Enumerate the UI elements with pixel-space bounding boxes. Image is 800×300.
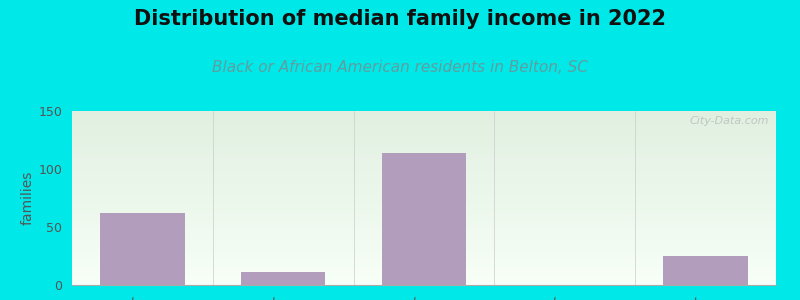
Bar bbox=[663, 256, 748, 285]
Y-axis label: families: families bbox=[20, 171, 34, 225]
Text: City-Data.com: City-Data.com bbox=[690, 116, 769, 126]
Bar bbox=[100, 213, 185, 285]
Bar bbox=[241, 272, 326, 285]
Bar bbox=[382, 153, 466, 285]
Text: Distribution of median family income in 2022: Distribution of median family income in … bbox=[134, 9, 666, 29]
Text: Black or African American residents in Belton, SC: Black or African American residents in B… bbox=[212, 60, 588, 75]
